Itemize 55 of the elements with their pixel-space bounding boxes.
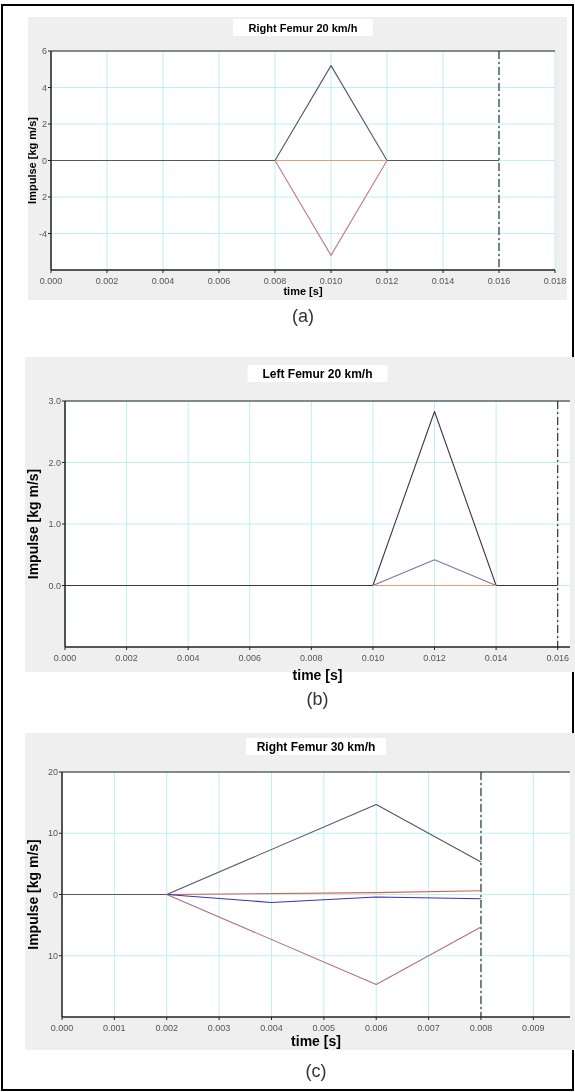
x-tick-label: 0.000: [50, 1023, 74, 1033]
chart-title: Right Femur 20 km/h: [248, 22, 358, 34]
x-tick-label: 0.014: [431, 276, 455, 286]
x-tick-label: 0.012: [423, 653, 446, 663]
x-tick-label: 0.004: [260, 1023, 283, 1033]
chart-title: Right Femur 30 km/h: [256, 740, 376, 754]
x-axis-title: time [s]: [292, 667, 343, 683]
y-axis-title: Impulse [kg m/s]: [25, 839, 41, 950]
y-axis-title: Impulse [kg m/s]: [26, 116, 38, 204]
y-tick-label: 2: [41, 192, 47, 202]
y-tick-label: -4: [38, 228, 47, 239]
y-tick-label: 0: [41, 155, 47, 166]
x-tick-label: 0.005: [312, 1023, 336, 1033]
x-tick-label: 0.008: [263, 276, 287, 286]
x-tick-label: 0.012: [375, 276, 399, 286]
x-tick-label: 0.009: [522, 1023, 545, 1033]
y-tick-label: 2.0: [48, 457, 61, 468]
x-tick-label: 0.014: [484, 653, 508, 663]
y-tick-label: 1.0: [48, 519, 61, 529]
x-axis-title: time [s]: [291, 1033, 341, 1049]
y-tick-label: 20: [47, 767, 58, 777]
y-tick-label: 10: [47, 950, 58, 961]
x-tick-label: 0.018: [543, 276, 567, 286]
x-tick-label: 0.001: [103, 1023, 126, 1033]
text: (b): [306, 689, 329, 709]
x-tick-label: 0.004: [151, 276, 175, 286]
x-tick-label: 0.006: [238, 653, 262, 663]
x-tick-label: 0.002: [155, 1023, 179, 1033]
x-tick-label: 0.000: [53, 653, 77, 663]
y-tick-label: 6: [41, 46, 47, 56]
y-tick-label: 2: [41, 119, 47, 129]
x-tick-label: 0.008: [300, 653, 323, 663]
x-tick-label: 0.004: [176, 653, 200, 663]
x-tick-label: 0.008: [469, 1023, 493, 1033]
x-axis-title: time [s]: [283, 285, 323, 297]
y-axis-title: Impulse [kg m/s]: [25, 468, 41, 580]
y-tick-label: 4: [41, 82, 47, 93]
text: (c): [305, 1061, 327, 1081]
x-tick-label: 0.006: [364, 1023, 388, 1033]
x-tick-label: 0.006: [207, 276, 231, 286]
y-tick-label: 0.0: [48, 580, 61, 591]
y-tick-label: 3.0: [48, 396, 61, 406]
x-tick-label: 0.003: [207, 1023, 231, 1033]
x-tick-label: 0.016: [487, 276, 511, 286]
x-tick-label: 0.000: [39, 276, 63, 286]
y-tick-label: 0: [52, 889, 58, 900]
y-tick-label: 10: [47, 828, 58, 839]
x-tick-label: 0.010: [361, 653, 385, 663]
x-tick-label: 0.002: [95, 276, 119, 286]
x-tick-label: 0.002: [115, 653, 138, 663]
x-tick-label: 0.010: [319, 276, 343, 286]
chart-title: Left Femur 20 km/h: [262, 367, 373, 381]
x-tick-label: 0.016: [546, 653, 569, 663]
x-tick-label: 0.007: [417, 1023, 440, 1033]
text: (a): [292, 306, 314, 326]
